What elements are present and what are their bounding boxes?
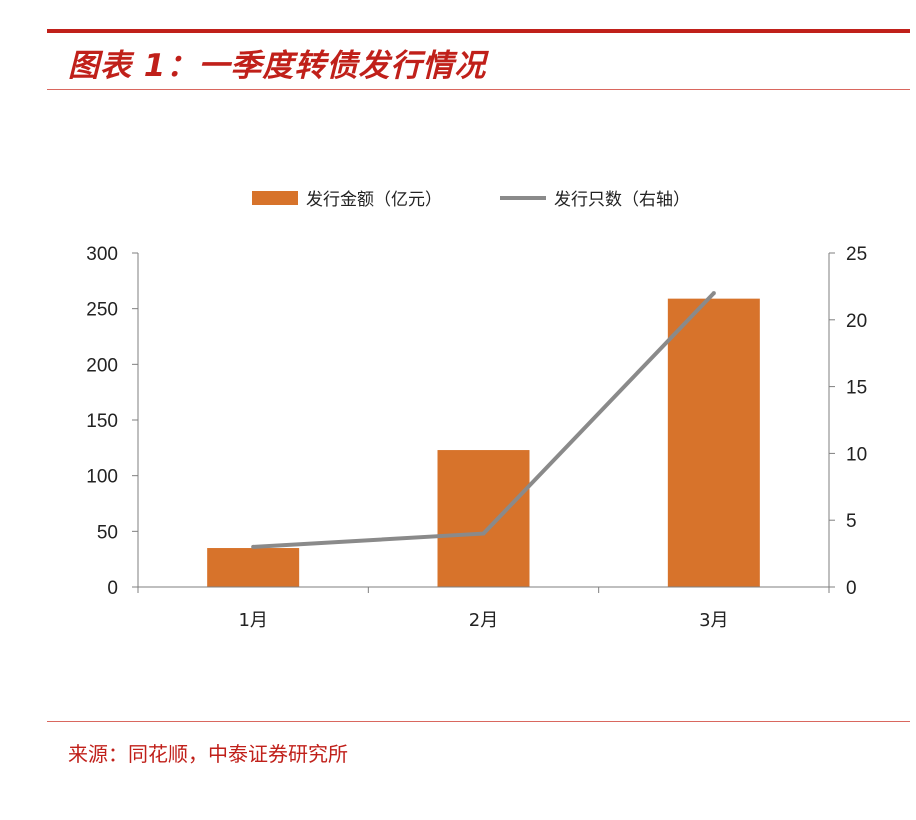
- bar-2: [437, 450, 530, 587]
- y-left-tick-label: 200: [86, 355, 118, 376]
- legend-label-line: 发行只数（右轴）: [554, 190, 690, 210]
- y-left-tick-label: 150: [86, 411, 118, 432]
- bar-3: [667, 298, 760, 587]
- line-point-1: [251, 544, 256, 549]
- footer-rule: [47, 721, 910, 722]
- line-point-2: [481, 531, 486, 536]
- y-left-tick-label: 0: [107, 578, 118, 599]
- x-tick-label: 3月: [699, 610, 728, 631]
- source-note: 来源：同花顺，中泰证券研究所: [68, 742, 348, 766]
- legend-swatch-bar: [252, 191, 298, 205]
- y-right-tick-label: 20: [846, 311, 867, 332]
- figure-title: 图表 1：一季度转债发行情况: [68, 48, 487, 84]
- y-right-tick-label: 10: [846, 444, 867, 465]
- x-tick-label: 2月: [469, 610, 498, 631]
- y-left-tick-label: 100: [86, 467, 118, 488]
- y-right-tick-label: 15: [846, 378, 867, 399]
- bar-1: [207, 548, 300, 587]
- y-right-tick-label: 25: [846, 244, 867, 265]
- top-rule: [47, 29, 910, 33]
- title-rule: [47, 89, 910, 90]
- line-point-3: [711, 291, 716, 296]
- y-left-tick-label: 300: [86, 244, 118, 265]
- y-right-tick-label: 5: [846, 511, 857, 532]
- y-left-tick-label: 250: [86, 300, 118, 321]
- legend-label-bar: 发行金额（亿元）: [306, 190, 442, 210]
- y-left-tick-label: 50: [97, 522, 118, 543]
- x-tick-label: 1月: [238, 610, 267, 631]
- chart: 发行金额（亿元） 发行只数（右轴） 0 50 100 150 200 250 300 0 5 10 15…: [86, 190, 867, 631]
- y-right-tick-label: 0: [846, 578, 857, 599]
